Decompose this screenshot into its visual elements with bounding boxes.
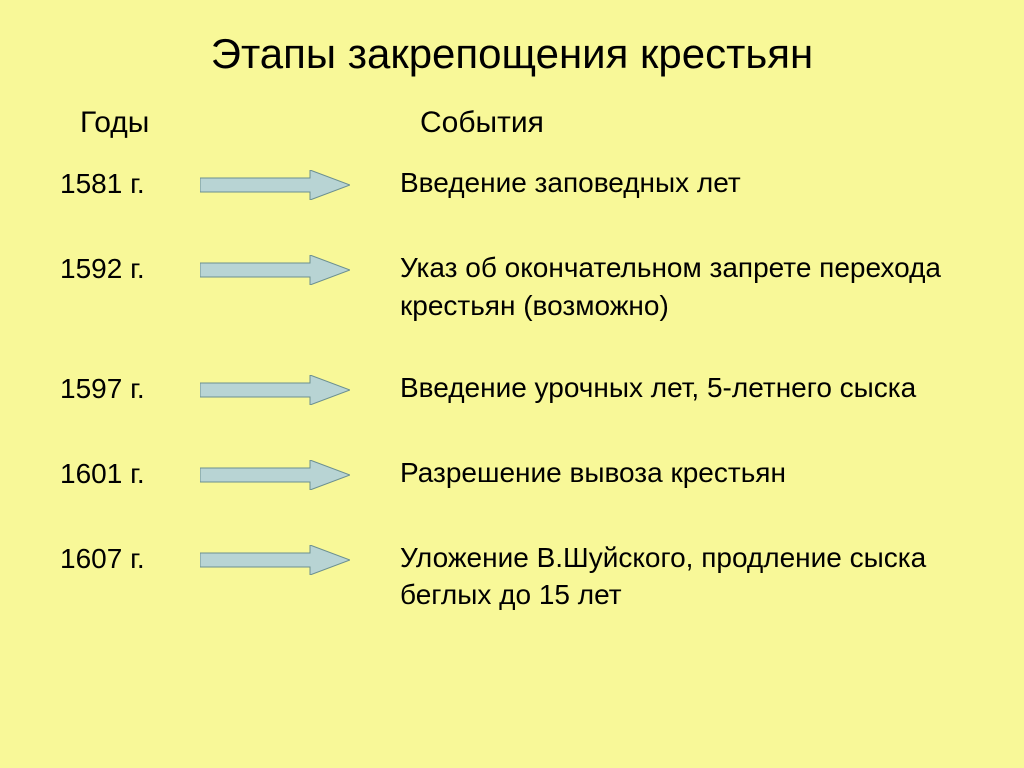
year-label: 1592 г.	[60, 249, 200, 285]
timeline-row: 1581 г. Введение заповедных лет	[60, 164, 964, 205]
column-headers: Годы События	[60, 106, 964, 140]
event-text: Указ об окончательном запрете перехода к…	[400, 249, 964, 325]
timeline-row: 1592 г. Указ об окончательном запрете пе…	[60, 249, 964, 325]
arrow-icon	[200, 545, 350, 575]
slide: Этапы закрепощения крестьян Годы События…	[0, 0, 1024, 768]
event-text: Введение заповедных лет	[400, 164, 964, 202]
arrow-icon	[200, 375, 350, 405]
year-label: 1597 г.	[60, 369, 200, 405]
event-text: Уложение В.Шуйского, продление сыска бег…	[400, 539, 964, 615]
arrow-icon	[200, 460, 350, 490]
header-years: Годы	[60, 106, 290, 140]
event-text: Введение урочных лет, 5-летнего сыска	[400, 369, 964, 407]
timeline-row: 1607 г. Уложение В.Шуйского, продление с…	[60, 539, 964, 615]
arrow-icon	[200, 255, 350, 285]
header-events: События	[290, 106, 964, 140]
timeline-rows: 1581 г. Введение заповедных лет 1592 г. …	[60, 164, 964, 614]
arrow-cell	[200, 369, 400, 410]
arrow-cell	[200, 539, 400, 580]
timeline-row: 1597 г. Введение урочных лет, 5-летнего …	[60, 369, 964, 410]
year-label: 1607 г.	[60, 539, 200, 575]
arrow-cell	[200, 164, 400, 205]
year-label: 1601 г.	[60, 454, 200, 490]
arrow-icon	[200, 170, 350, 200]
arrow-cell	[200, 454, 400, 495]
slide-title: Этапы закрепощения крестьян	[60, 30, 964, 78]
arrow-cell	[200, 249, 400, 290]
year-label: 1581 г.	[60, 164, 200, 200]
event-text: Разрешение вывоза крестьян	[400, 454, 964, 492]
timeline-row: 1601 г. Разрешение вывоза крестьян	[60, 454, 964, 495]
